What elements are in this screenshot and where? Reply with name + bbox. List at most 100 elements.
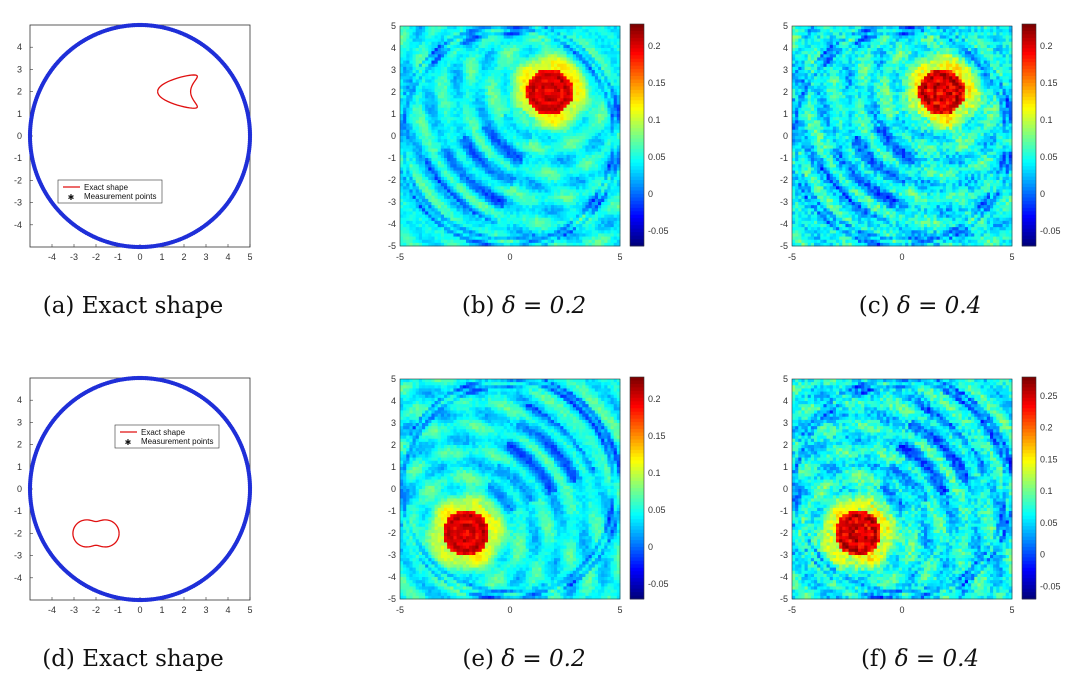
heatmap-cell <box>488 239 492 244</box>
heatmap-cell <box>497 92 501 96</box>
heatmap-cell <box>503 242 508 247</box>
heatmap-cell <box>566 145 571 149</box>
heatmap-cell <box>484 208 489 212</box>
heatmap-cell <box>450 38 454 43</box>
legend-box <box>57 179 163 204</box>
heatmap-cell <box>535 26 539 30</box>
heatmap-cell <box>447 224 451 228</box>
heatmap-cell <box>535 142 539 146</box>
heatmap-cell <box>418 173 423 178</box>
heatmap-cell <box>522 230 527 234</box>
heatmap-cell <box>582 186 586 190</box>
heatmap-cell <box>576 148 580 153</box>
heatmap-cell <box>588 167 593 171</box>
heatmap-cell <box>569 95 574 99</box>
heatmap-cell <box>406 189 410 193</box>
heatmap-cell <box>497 145 501 149</box>
heatmap-cell <box>550 227 555 231</box>
heatmap-cell <box>456 60 461 65</box>
heatmap-cell <box>538 202 542 206</box>
heatmap-cell <box>591 85 596 90</box>
heatmap-cell <box>488 26 492 30</box>
heatmap-cell <box>431 154 435 159</box>
heatmap-cell <box>550 73 555 77</box>
heatmap-cell <box>447 44 451 49</box>
heatmap-cell <box>447 176 451 181</box>
heatmap-cell <box>582 82 586 87</box>
heatmap-cell <box>585 82 589 87</box>
heatmap-cell <box>532 44 536 49</box>
heatmap-cell <box>598 51 602 55</box>
heatmap-cell <box>544 198 549 203</box>
heatmap-cell <box>560 29 564 33</box>
heatmap-cell <box>566 186 571 190</box>
heatmap-cell <box>576 186 580 190</box>
heatmap-cell <box>569 70 574 74</box>
heatmap-cell <box>557 224 561 228</box>
heatmap-cell <box>572 51 577 55</box>
heatmap-cell <box>462 151 467 156</box>
heatmap-cell <box>604 129 608 134</box>
heatmap-cell <box>513 104 517 109</box>
heatmap-cell <box>450 239 454 244</box>
heatmap-cell <box>582 38 586 43</box>
heatmap-cell <box>422 198 426 203</box>
heatmap-cell <box>406 214 410 219</box>
heatmap-cell <box>425 148 429 153</box>
heatmap-cell <box>403 51 407 55</box>
heatmap-cell <box>594 51 599 55</box>
heatmap-cell <box>415 205 420 209</box>
heatmap-cell <box>560 41 564 46</box>
heatmap-cell <box>488 66 492 71</box>
heatmap-cell <box>425 236 429 241</box>
heatmap-cell <box>450 57 454 61</box>
heatmap-cell <box>554 164 558 168</box>
heatmap-cell <box>491 95 495 99</box>
heatmap-cell <box>494 63 498 68</box>
heatmap-cell <box>557 192 561 197</box>
heatmap-cell <box>466 202 470 206</box>
heatmap-cell <box>428 38 432 43</box>
heatmap-cell <box>557 211 561 215</box>
heatmap-cell <box>554 57 558 61</box>
heatmap-cell <box>601 48 605 52</box>
heatmap-cell <box>594 66 599 71</box>
heatmap-cell <box>563 54 567 58</box>
heatmap-cell <box>516 54 520 58</box>
heatmap-cell <box>406 48 410 52</box>
heatmap-cell <box>450 205 454 209</box>
heatmap-cell <box>428 208 432 212</box>
heatmap-cell <box>601 180 605 184</box>
heatmap-cell <box>582 154 586 159</box>
heatmap-cell <box>563 120 567 124</box>
heatmap-cell <box>434 73 439 77</box>
heatmap-cell <box>579 176 583 181</box>
heatmap-cell <box>582 214 586 219</box>
heatmap-cell <box>572 60 577 65</box>
heatmap-cell <box>554 104 558 109</box>
heatmap-cell <box>488 227 492 231</box>
heatmap-cell <box>418 51 423 55</box>
heatmap-cell <box>478 41 483 46</box>
heatmap-cell <box>500 26 505 30</box>
heatmap-cell <box>406 57 410 61</box>
heatmap-cell <box>418 70 423 74</box>
heatmap-cell <box>453 180 457 184</box>
heatmap-cell <box>503 195 508 200</box>
heatmap-cell <box>412 151 417 156</box>
heatmap-cell <box>604 117 608 121</box>
heatmap-cell <box>519 92 523 96</box>
heatmap-cell <box>434 236 439 241</box>
heatmap-cell <box>437 214 442 219</box>
heatmap-cell <box>538 120 542 124</box>
heatmap-cell <box>582 189 586 193</box>
heatmap-cell <box>541 114 545 118</box>
heatmap-cell <box>403 82 407 87</box>
heatmap-cell <box>579 186 583 190</box>
heatmap-cell <box>403 183 407 187</box>
heatmap-cell <box>450 180 454 184</box>
heatmap-cell <box>497 120 501 124</box>
heatmap-cell <box>544 85 549 90</box>
heatmap-cell <box>557 173 561 178</box>
heatmap-cell <box>484 227 489 231</box>
